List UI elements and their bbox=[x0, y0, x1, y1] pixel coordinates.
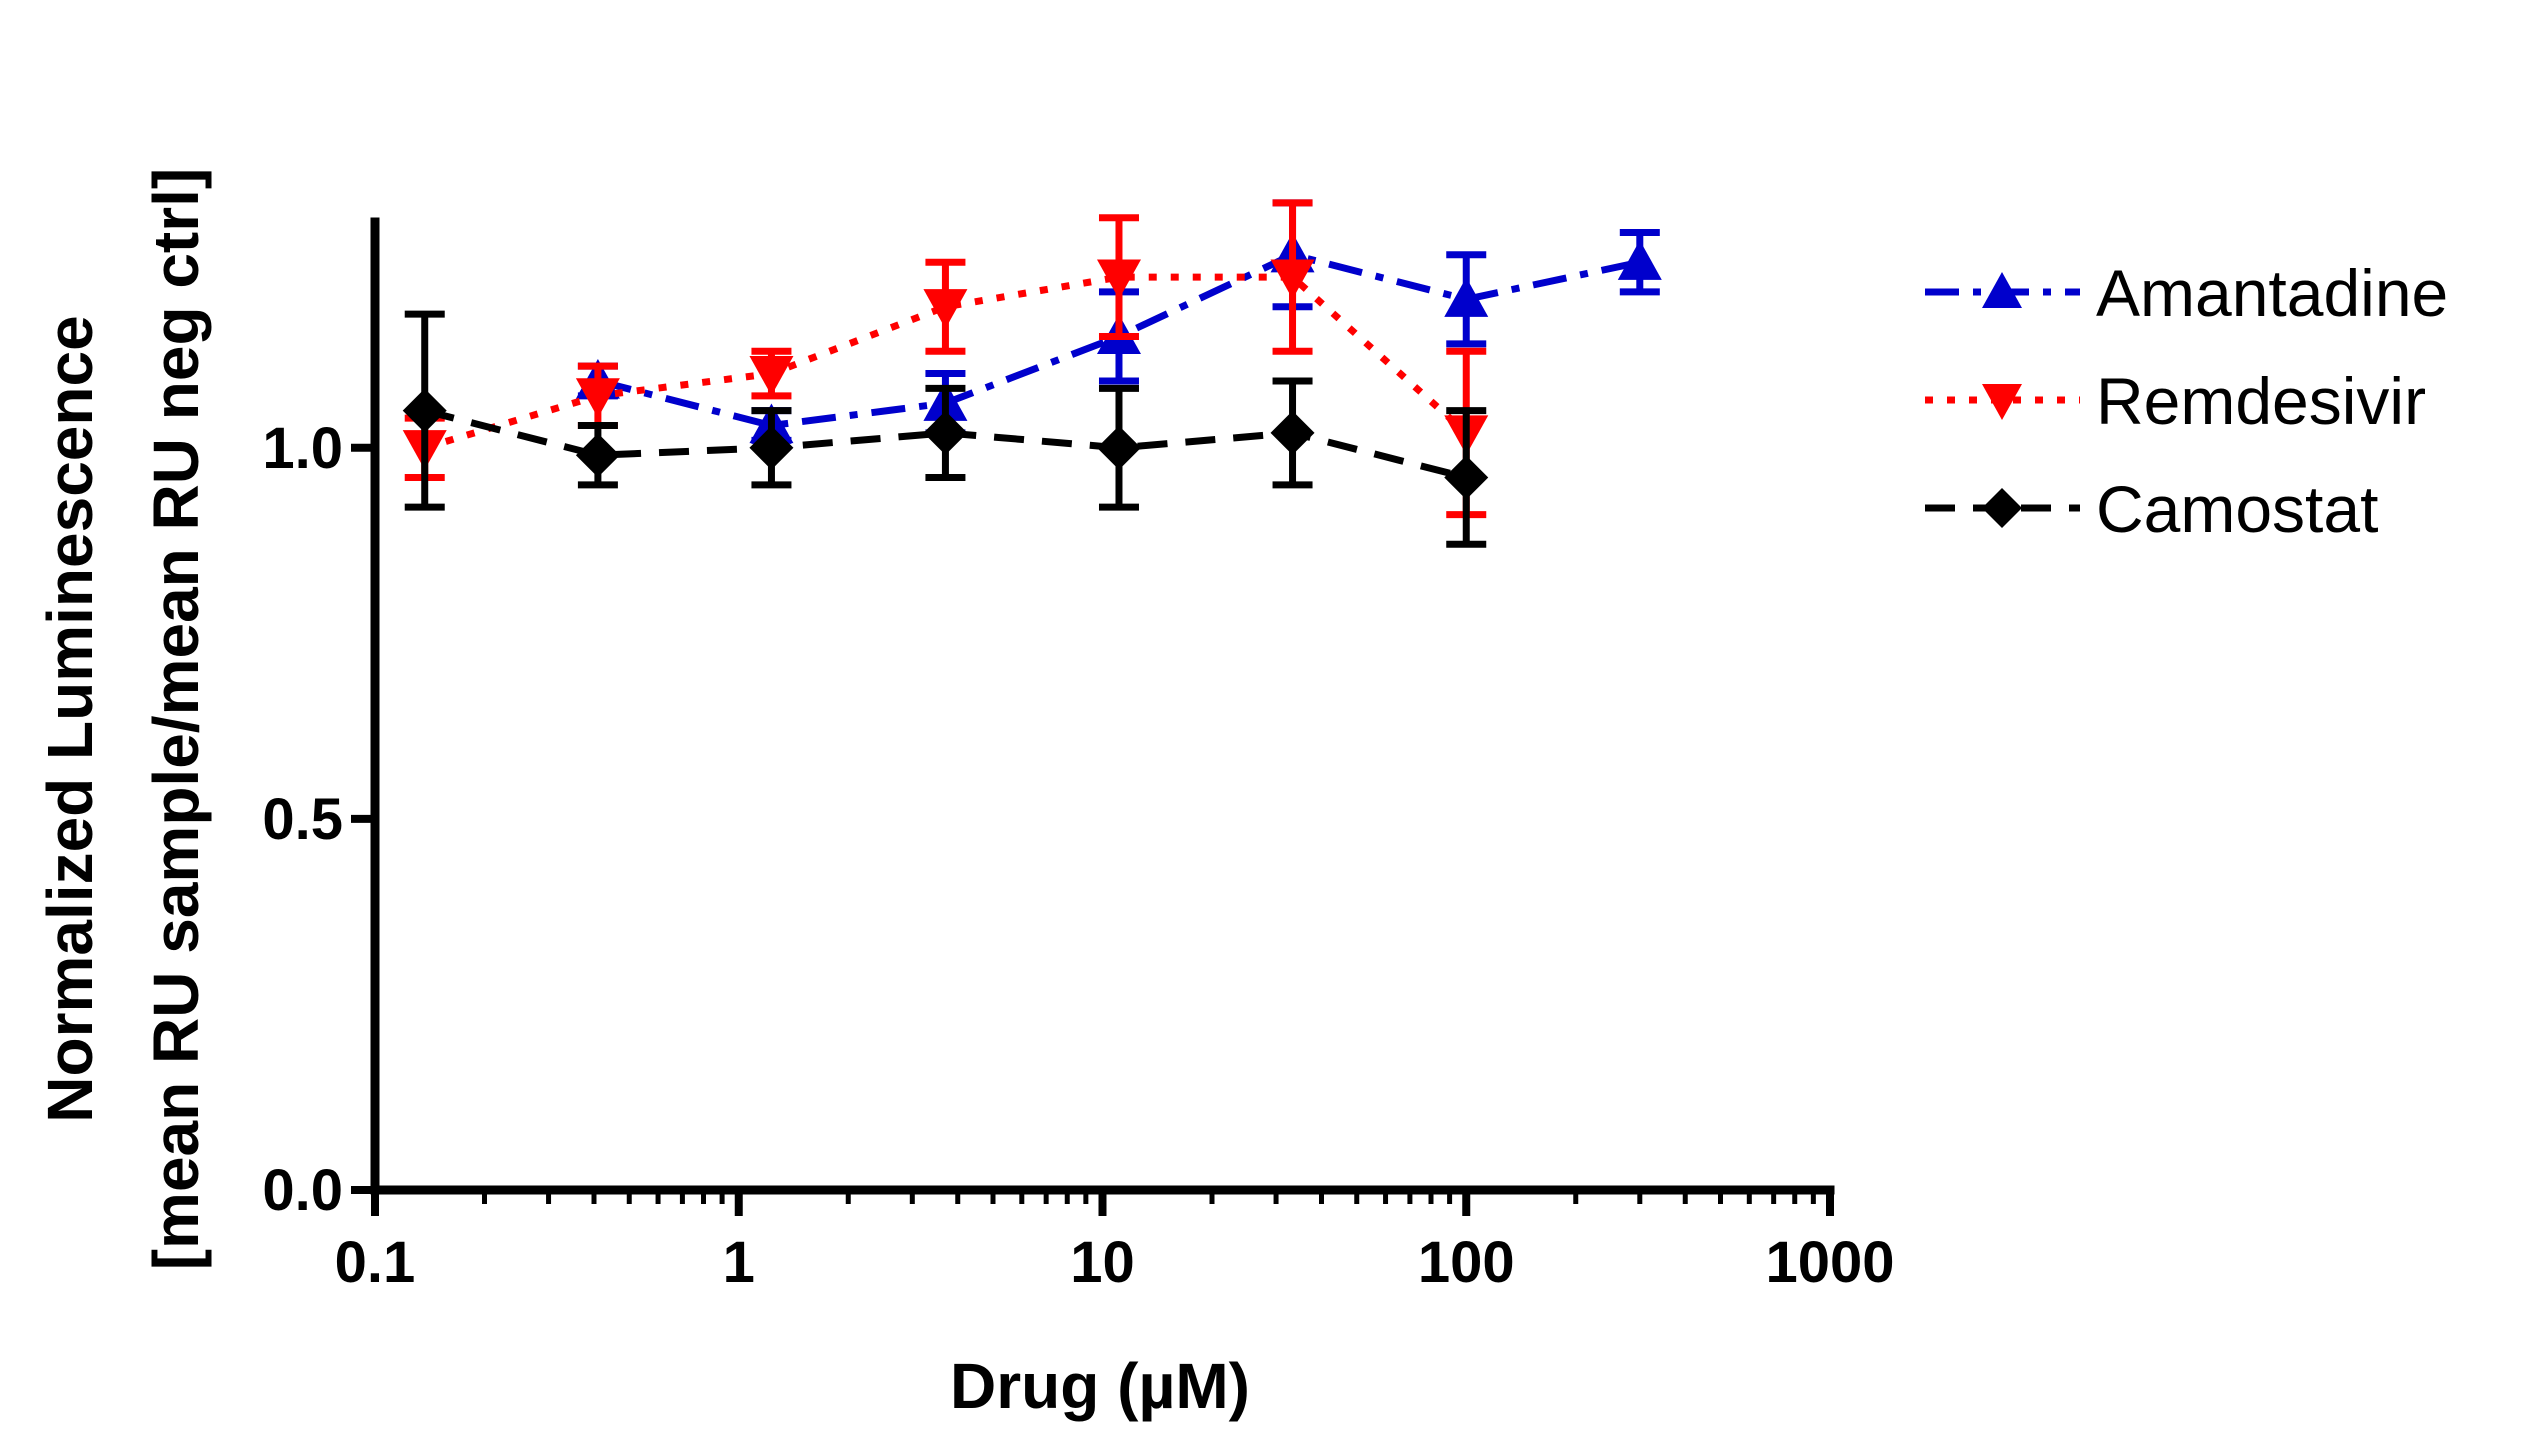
legend: Amantadine Remdesivir Camostat bbox=[1925, 256, 2448, 546]
legend-marker-remdesivir bbox=[1982, 384, 2022, 420]
legend-entry-amantadine: Amantadine bbox=[1925, 256, 2448, 330]
legend-entry-camostat: Camostat bbox=[1925, 472, 2378, 546]
x-tick-label: 10 bbox=[1070, 1230, 1135, 1295]
data-point-remdesivir bbox=[575, 378, 620, 418]
data-point-camostat bbox=[1096, 425, 1141, 470]
data-point-camostat bbox=[923, 410, 968, 455]
legend-marker-amantadine bbox=[1982, 272, 2022, 308]
y-axis-title: Normalized Luminescence bbox=[34, 315, 106, 1122]
axes: 0.1 1 10 100 1000 0.0 0.5 1.0 bbox=[262, 217, 1895, 1295]
x-axis-title: Drug (µM) bbox=[950, 1350, 1250, 1422]
x-tick-label: 1000 bbox=[1765, 1230, 1894, 1295]
x-tick-label: 1 bbox=[723, 1230, 755, 1295]
y-axis-subtitle: [mean RU sample/mean RU neg ctrl] bbox=[140, 168, 212, 1271]
data-point-amantadine bbox=[1444, 277, 1489, 317]
x-tick-label: 100 bbox=[1418, 1230, 1515, 1295]
data-point-amantadine bbox=[1617, 240, 1662, 280]
y-tick-label: 0.0 bbox=[262, 1158, 343, 1223]
data-point-remdesivir bbox=[923, 289, 968, 329]
y-tick-label: 0.5 bbox=[262, 787, 343, 852]
legend-label-amantadine: Amantadine bbox=[2096, 256, 2448, 330]
data-point-remdesivir bbox=[1096, 259, 1141, 300]
legend-marker-camostat bbox=[1982, 488, 2022, 528]
data-point-camostat bbox=[1270, 410, 1315, 455]
data-point-remdesivir bbox=[1270, 259, 1315, 300]
y-tick-label: 1.0 bbox=[262, 416, 343, 481]
series-camostat bbox=[402, 310, 1489, 548]
plot-area bbox=[402, 199, 1662, 548]
data-point-camostat bbox=[402, 388, 447, 433]
data-point-camostat bbox=[749, 425, 794, 470]
data-point-camostat bbox=[1444, 455, 1489, 500]
legend-label-remdesivir: Remdesivir bbox=[2096, 364, 2426, 438]
data-point-camostat bbox=[575, 433, 620, 478]
x-tick-label: 0.1 bbox=[335, 1230, 416, 1295]
data-point-remdesivir bbox=[749, 355, 794, 396]
legend-entry-remdesivir: Remdesivir bbox=[1925, 364, 2426, 438]
legend-label-camostat: Camostat bbox=[2096, 472, 2378, 546]
